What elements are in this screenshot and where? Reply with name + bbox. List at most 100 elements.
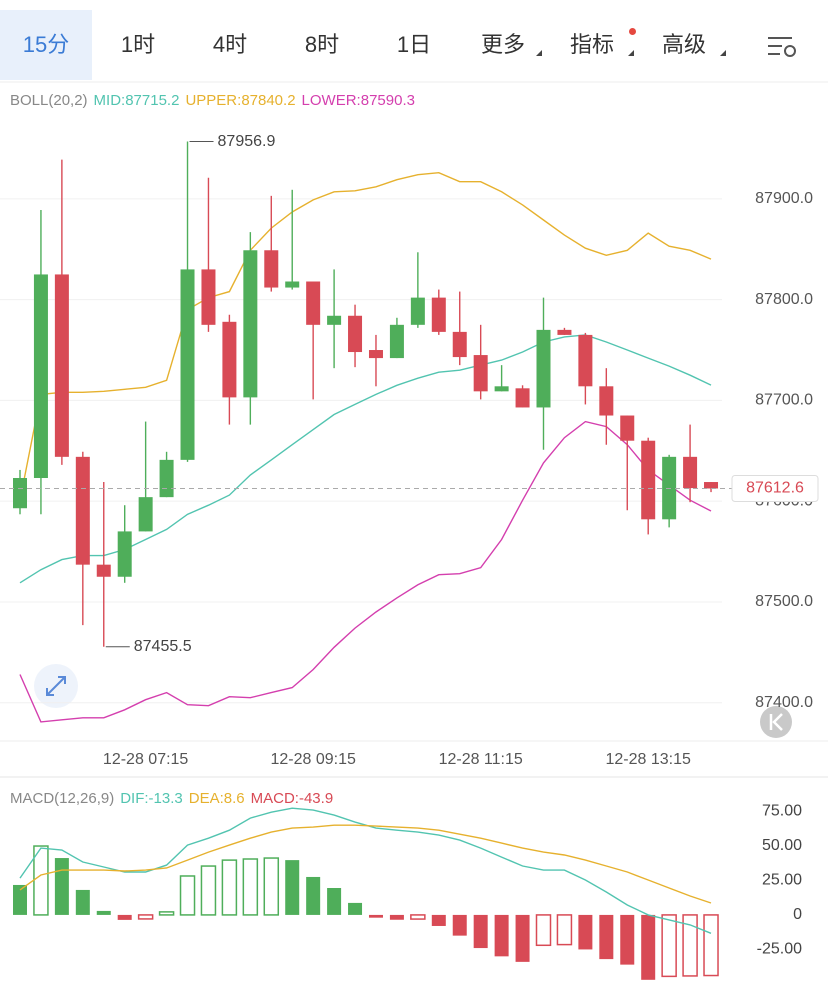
- expand-button[interactable]: [34, 664, 78, 708]
- y-tick-label: 87400.0: [755, 694, 813, 711]
- candle-body: [138, 497, 153, 532]
- candle-body: [515, 388, 530, 408]
- legend: BOLL(20,2) MID:87715.2 UPPER:87840.2 LOWER:…: [10, 92, 415, 109]
- y-tick-label: 87800.0: [755, 291, 813, 308]
- candle-body: [620, 415, 635, 441]
- candle-body: [306, 281, 321, 325]
- macd-bar: [682, 914, 698, 977]
- interval-tab[interactable]: 8时: [304, 32, 340, 57]
- macd-bar: [556, 914, 573, 946]
- macd-line: [19, 824, 712, 904]
- candle-body: [33, 274, 48, 478]
- macd-bar: [13, 884, 27, 915]
- candle-body: [410, 297, 425, 325]
- macd-bar: [285, 860, 300, 915]
- macd-bar: [578, 914, 593, 950]
- boll-line: [19, 334, 712, 584]
- y-tick-label: -25.00: [757, 941, 802, 958]
- macd-bar: [703, 914, 719, 977]
- settings-icon[interactable]: [768, 37, 796, 57]
- x-tick-label: 12-28 07:15: [103, 751, 189, 768]
- macd-bar: [389, 914, 404, 920]
- macd-bar: [221, 859, 238, 916]
- candle-body: [641, 440, 656, 520]
- interval-tab[interactable]: 4时: [212, 32, 248, 57]
- legend-value: -13.3: [149, 790, 183, 807]
- boll-line: [19, 420, 712, 723]
- macd-bar: [54, 858, 69, 915]
- candle-body: [96, 564, 111, 577]
- macd-bar: [661, 914, 677, 978]
- max-label: 87956.9: [218, 133, 276, 150]
- macd-bar: [473, 914, 488, 949]
- candle-body: [180, 269, 195, 460]
- boll-line: [19, 171, 712, 501]
- candle-body: [327, 315, 342, 325]
- macd-bar: [306, 876, 321, 915]
- candle-body: [431, 297, 446, 332]
- legend-name: DIF:: [120, 790, 148, 807]
- candle-body: [285, 281, 300, 288]
- y-tick-label: 25.00: [762, 872, 802, 889]
- legend-title: MACD(12,26,9): [10, 790, 114, 807]
- candle-body: [348, 315, 363, 353]
- y-tick-label: 87700.0: [755, 392, 813, 409]
- legend-value: 87840.2: [241, 92, 295, 109]
- interval-tab[interactable]: 高级: [638, 10, 730, 80]
- candle-body: [452, 331, 467, 358]
- macd-bar: [535, 914, 552, 947]
- macd-bar: [641, 914, 656, 980]
- macd-bar: [242, 858, 259, 916]
- candle-body: [117, 531, 132, 577]
- candle-body: [75, 456, 90, 565]
- interval-tab[interactable]: 更多: [460, 10, 546, 80]
- legend-name: LOWER:: [302, 92, 361, 109]
- legend: MACD(12,26,9) DIF:-13.3 DEA:8.6 MACD:-43.9: [10, 790, 333, 807]
- legend-name: DEA:: [189, 790, 224, 807]
- macd-bar: [33, 845, 49, 916]
- legend-name: MID:: [94, 92, 126, 109]
- candle-body: [13, 478, 27, 509]
- macd-bar: [263, 857, 280, 916]
- macd-bar: [137, 914, 154, 920]
- macd-bar: [431, 914, 446, 926]
- y-tick-label: 0: [793, 906, 802, 923]
- macd-bar: [200, 865, 217, 916]
- legend-name: UPPER:: [185, 92, 241, 109]
- interval-tab[interactable]: 1日: [396, 32, 432, 57]
- macd-bar: [368, 914, 383, 918]
- candle-body: [243, 250, 258, 398]
- last-price-label: 87612.6: [746, 480, 804, 497]
- x-tick-label: 12-28 09:15: [270, 751, 356, 768]
- y-tick-label: 75.00: [762, 803, 802, 820]
- min-label: 87455.5: [134, 638, 192, 655]
- candle-body: [599, 386, 614, 416]
- macd-bar: [410, 914, 426, 920]
- macd-bar: [96, 910, 111, 915]
- candle-body: [159, 459, 174, 498]
- candle-body: [704, 482, 719, 489]
- candle-body: [494, 386, 509, 392]
- candle-body: [473, 355, 488, 392]
- candle-body: [54, 274, 69, 457]
- legend-value: -43.9: [299, 790, 333, 807]
- macd-bar: [452, 914, 467, 936]
- interval-tab[interactable]: 指标: [546, 10, 638, 80]
- interval-tab[interactable]: 1时: [120, 32, 156, 57]
- candle-body: [557, 329, 572, 335]
- macd-bar: [599, 914, 614, 960]
- x-tick-label: 12-28 13:15: [605, 751, 691, 768]
- candle-body: [222, 321, 237, 398]
- scroll-latest-button[interactable]: [760, 706, 792, 738]
- last-price-badge: [731, 474, 819, 502]
- macd-bar: [515, 914, 530, 962]
- legend-name: MACD:: [251, 790, 299, 807]
- candle-body: [368, 350, 383, 359]
- macd-bar: [179, 875, 196, 916]
- y-tick-label: 87900.0: [755, 190, 813, 207]
- macd-bar: [494, 914, 509, 957]
- interval-tab[interactable]: 15分: [0, 10, 92, 80]
- candle-body: [264, 250, 279, 288]
